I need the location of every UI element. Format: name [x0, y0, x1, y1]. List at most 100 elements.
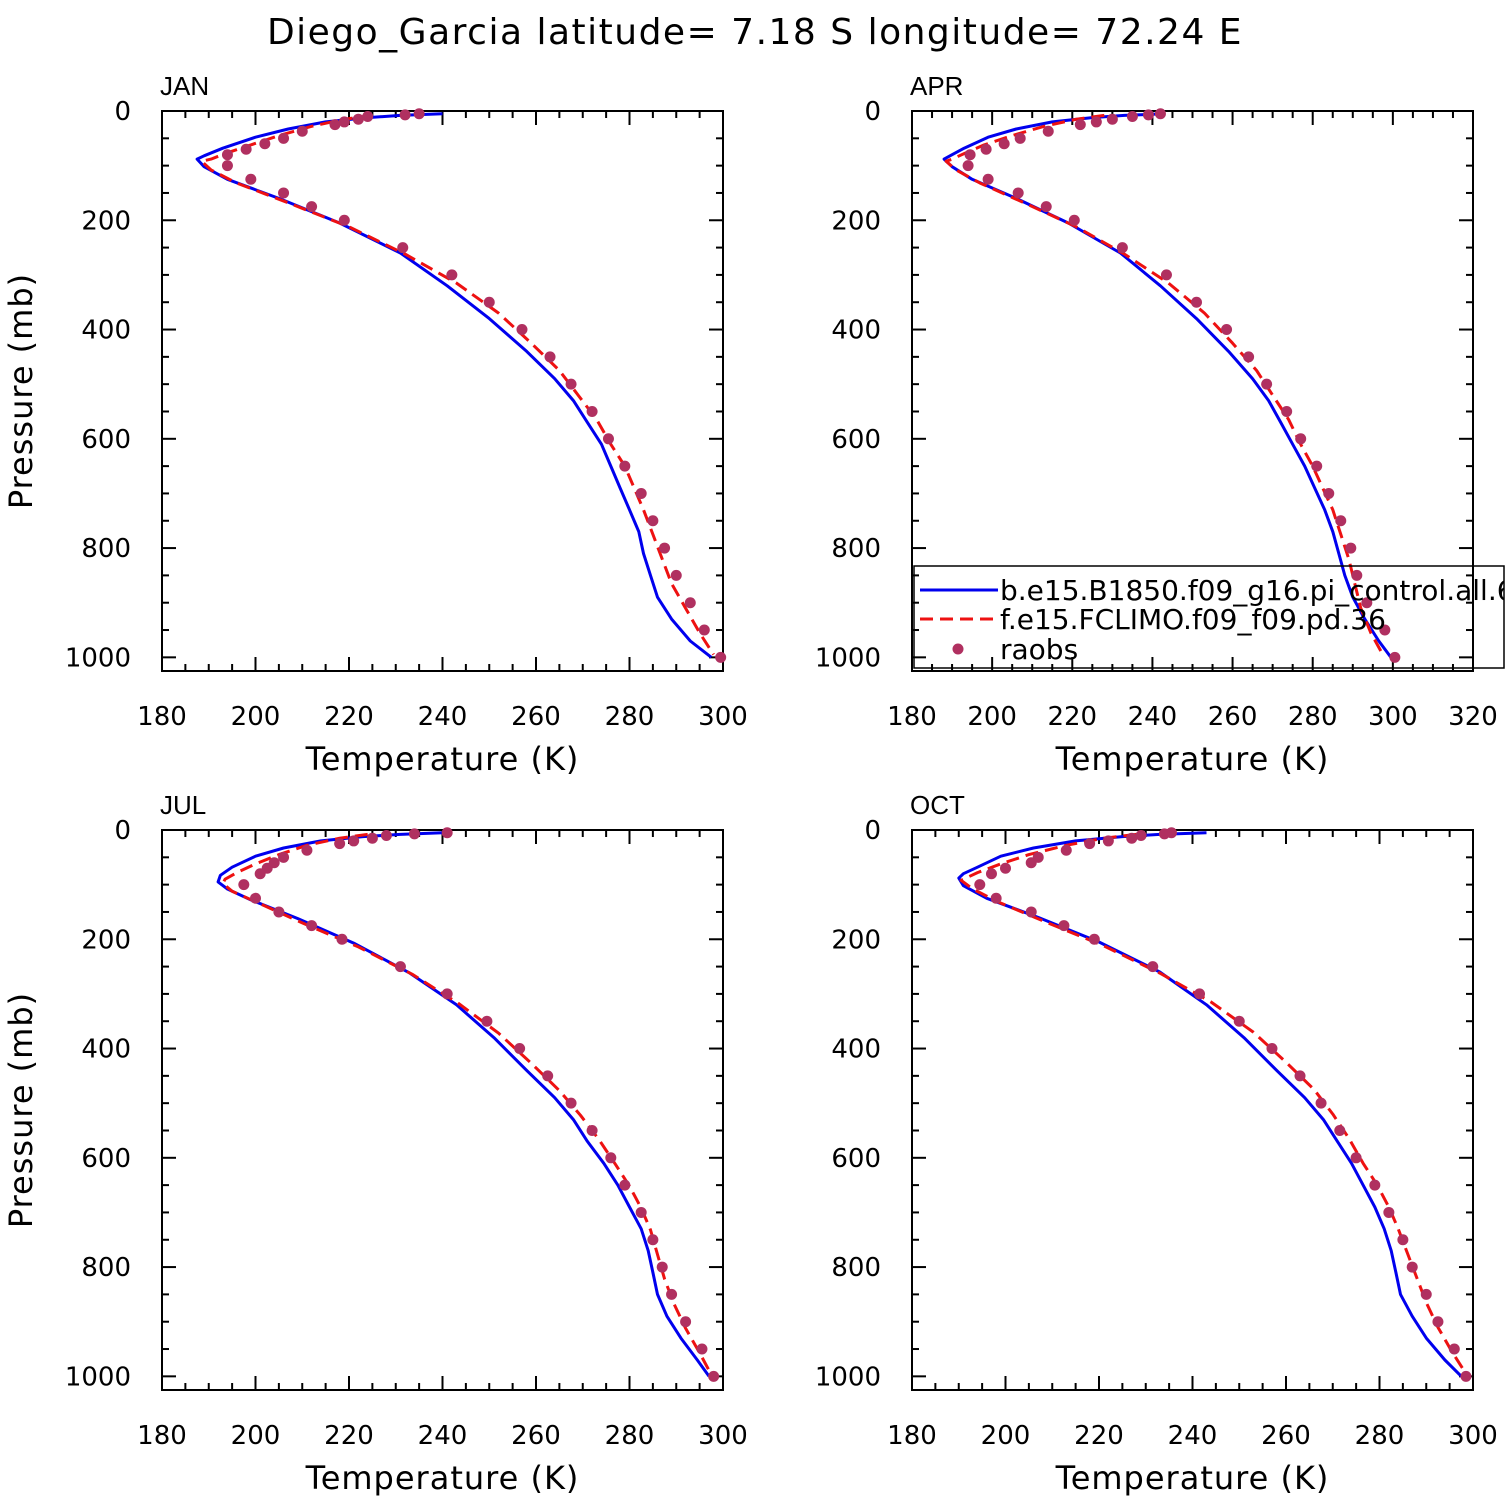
y-tick-label: 0: [864, 97, 881, 127]
legend-box: [913, 565, 1505, 669]
raobs-point: [544, 351, 556, 363]
raobs-point: [1389, 651, 1401, 663]
raobs-point: [1295, 433, 1307, 445]
raobs-point: [278, 132, 290, 144]
x-tick-label: 220: [324, 702, 374, 732]
raobs-point: [1350, 1152, 1362, 1164]
raobs-point: [1014, 132, 1026, 144]
x-tick-label: 220: [1074, 1421, 1124, 1451]
raobs-point: [221, 149, 233, 161]
raobs-point: [329, 119, 341, 131]
y-tick-label: 600: [81, 1144, 131, 1174]
raobs-point: [516, 324, 528, 336]
x-tick-label: 220: [324, 1421, 374, 1451]
x-tick-label: 260: [511, 702, 561, 732]
raobs-point: [278, 187, 290, 199]
raobs-point: [301, 844, 313, 856]
x-tick-label: 240: [418, 702, 468, 732]
x-tick-label: 240: [1168, 1421, 1218, 1451]
series-f-line: [221, 832, 713, 1376]
raobs-point: [1147, 961, 1159, 973]
series-b-line: [942, 112, 1393, 659]
x-tick-label: 300: [1448, 1421, 1498, 1451]
raobs-point: [602, 433, 614, 445]
x-tick-label: 200: [231, 1421, 281, 1451]
raobs-point: [1334, 1124, 1346, 1136]
raobs-point: [985, 868, 997, 880]
raobs-point: [1158, 828, 1170, 840]
raobs-point: [221, 160, 233, 172]
x-axis-label: Temperature (K): [305, 1459, 580, 1497]
raobs-point: [1221, 324, 1233, 336]
raobs-point: [1102, 835, 1114, 847]
series-f-line: [200, 113, 715, 656]
x-tick-label: 200: [967, 702, 1017, 732]
x-tick-label: 260: [511, 1421, 561, 1451]
raobs-point: [259, 138, 271, 150]
panel-title: JUL: [160, 790, 206, 820]
raobs-point: [680, 1316, 692, 1328]
raobs-point: [696, 1343, 708, 1355]
raobs-point: [1040, 201, 1052, 213]
x-tick-label: 220: [1047, 702, 1097, 732]
panel-jul: 180 200 220 240 260 280 300 0 200 400 600 800 1000 Te…: [2, 790, 748, 1497]
raobs-point: [245, 173, 257, 185]
raobs-point: [1126, 832, 1138, 844]
y-axis-label: Pressure (mb): [2, 992, 40, 1228]
raobs-point: [1135, 829, 1147, 841]
raobs-point: [1191, 296, 1203, 308]
raobs-point: [483, 296, 495, 308]
raobs-point: [715, 651, 727, 663]
raobs-point: [962, 160, 974, 172]
raobs-point: [1025, 857, 1037, 869]
x-tick-label: 320: [1448, 702, 1498, 732]
x-axis-label: Temperature (K): [1055, 740, 1330, 778]
raobs-point: [565, 1097, 577, 1109]
raobs-point: [1266, 1043, 1278, 1055]
raobs-point: [1194, 988, 1206, 1000]
raobs-point: [964, 149, 976, 161]
raobs-point: [1012, 187, 1024, 199]
series-group: [942, 108, 1401, 663]
y-tick-label: 600: [831, 425, 881, 455]
raobs-point: [1142, 109, 1154, 121]
raobs-point: [708, 1370, 720, 1382]
x-tick-label: 300: [698, 1421, 748, 1451]
raobs-point: [306, 920, 318, 932]
series-group: [957, 827, 1472, 1382]
x-tick-label: 280: [1288, 702, 1338, 732]
raobs-point: [1432, 1316, 1444, 1328]
raobs-point: [565, 378, 577, 390]
raobs-point: [362, 110, 374, 122]
x-axis-label: Temperature (K): [1055, 1459, 1330, 1497]
raobs-point: [348, 835, 360, 847]
raobs-point: [1383, 1206, 1395, 1218]
y-tick-label: 1000: [815, 643, 881, 673]
raobs-point: [666, 1288, 678, 1300]
series-group: [195, 108, 727, 663]
y-axis-label: Pressure (mb): [2, 273, 40, 509]
raobs-point: [1379, 624, 1391, 636]
raobs-point: [1000, 862, 1011, 874]
y-tick-label: 1000: [815, 1362, 881, 1392]
x-tick-label: 280: [1355, 1421, 1405, 1451]
raobs-point: [1345, 542, 1357, 554]
raobs-point: [1261, 378, 1273, 390]
y-tick-label: 600: [831, 1144, 881, 1174]
y-tick-label: 200: [81, 206, 131, 236]
x-tick-label: 200: [231, 702, 281, 732]
y-tick-label: 0: [864, 816, 881, 846]
y-tick-label: 400: [831, 316, 881, 346]
raobs-point: [998, 138, 1010, 150]
y-tick-label: 1000: [65, 1362, 131, 1392]
raobs-point: [399, 109, 411, 121]
panels: 180 200 220 240 260 280 300 0 200 400 600 800 1000 Te…: [2, 71, 1505, 1497]
raobs-point: [619, 1179, 631, 1191]
raobs-point: [1361, 597, 1373, 609]
y-tick-label: 400: [81, 316, 131, 346]
x-tick-label: 240: [1128, 702, 1178, 732]
panel-jan: 180 200 220 240 260 280 300 0 200 400 600 800 1000 Te…: [2, 71, 748, 778]
legend-label-raobs: raobs: [1000, 633, 1078, 666]
raobs-point: [441, 827, 453, 839]
raobs-point: [1335, 515, 1347, 527]
